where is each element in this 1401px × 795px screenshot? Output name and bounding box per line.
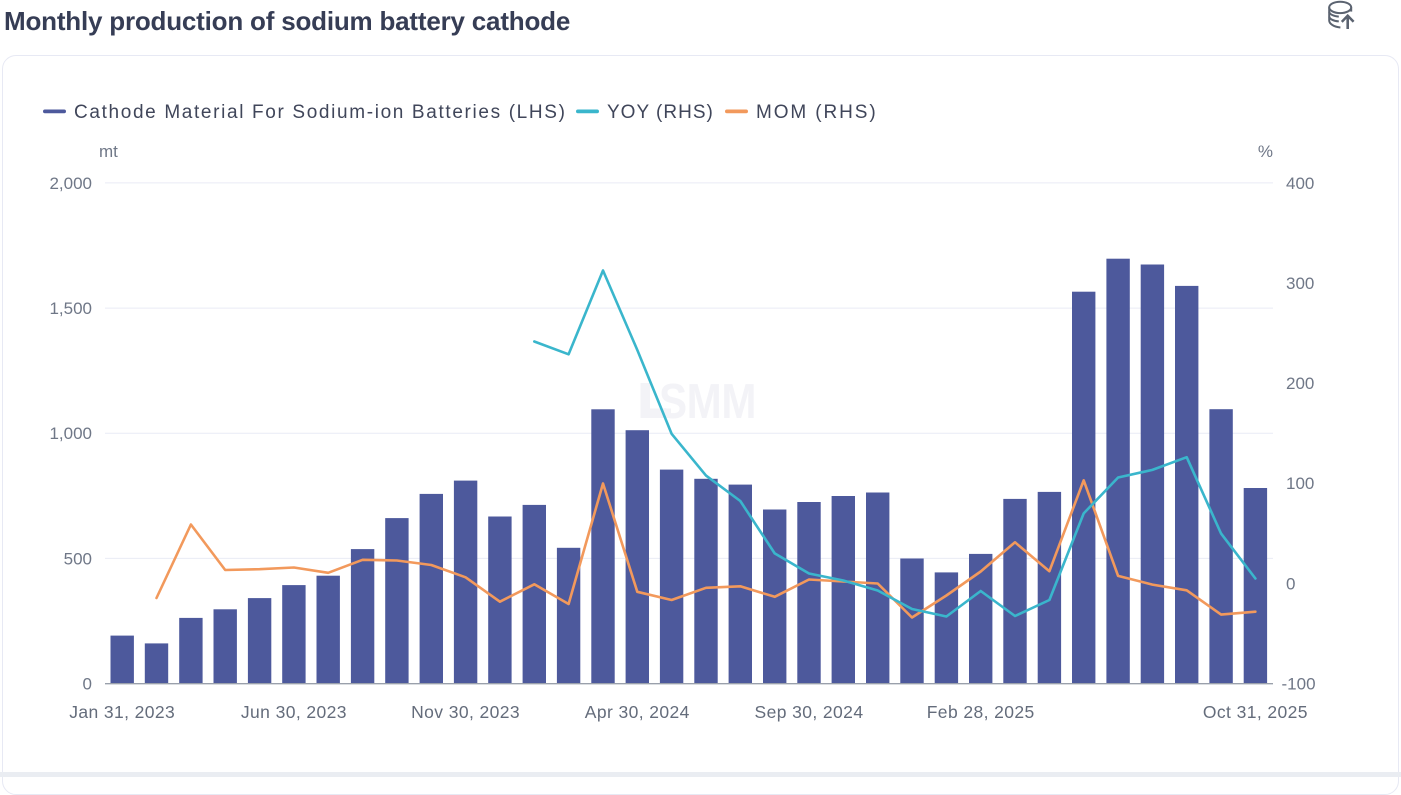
svg-text:Jan 31, 2023: Jan 31, 2023 — [69, 702, 175, 722]
svg-text:Cathode Material For Sodium-io: Cathode Material For Sodium-ion Batterie… — [74, 102, 567, 123]
svg-text:-100: -100 — [1282, 675, 1316, 694]
svg-text:2,000: 2,000 — [49, 174, 92, 193]
svg-text:Sep 30, 2024: Sep 30, 2024 — [755, 702, 864, 722]
svg-text:Feb 28, 2025: Feb 28, 2025 — [927, 702, 1035, 722]
svg-text:SMM: SMM — [659, 374, 756, 429]
svg-text:Oct 31, 2025: Oct 31, 2025 — [1203, 702, 1308, 722]
svg-text:200: 200 — [1286, 374, 1314, 393]
svg-text:1,500: 1,500 — [49, 299, 92, 318]
svg-text:0: 0 — [1286, 574, 1295, 593]
svg-text:YOY (RHS): YOY (RHS) — [607, 102, 714, 123]
svg-text:400: 400 — [1286, 174, 1314, 193]
svg-text:300: 300 — [1286, 274, 1314, 293]
svg-text:1,000: 1,000 — [49, 424, 92, 443]
svg-text:100: 100 — [1286, 474, 1314, 493]
svg-text:MOM (RHS): MOM (RHS) — [756, 102, 878, 123]
svg-text:Apr 30, 2024: Apr 30, 2024 — [585, 702, 690, 722]
svg-text:mt: mt — [99, 142, 118, 161]
svg-text:%: % — [1258, 142, 1273, 161]
svg-text:Nov 30, 2023: Nov 30, 2023 — [411, 702, 520, 722]
svg-text:500: 500 — [64, 549, 92, 568]
svg-text:0: 0 — [83, 675, 92, 694]
svg-text:Jun 30, 2023: Jun 30, 2023 — [241, 702, 347, 722]
